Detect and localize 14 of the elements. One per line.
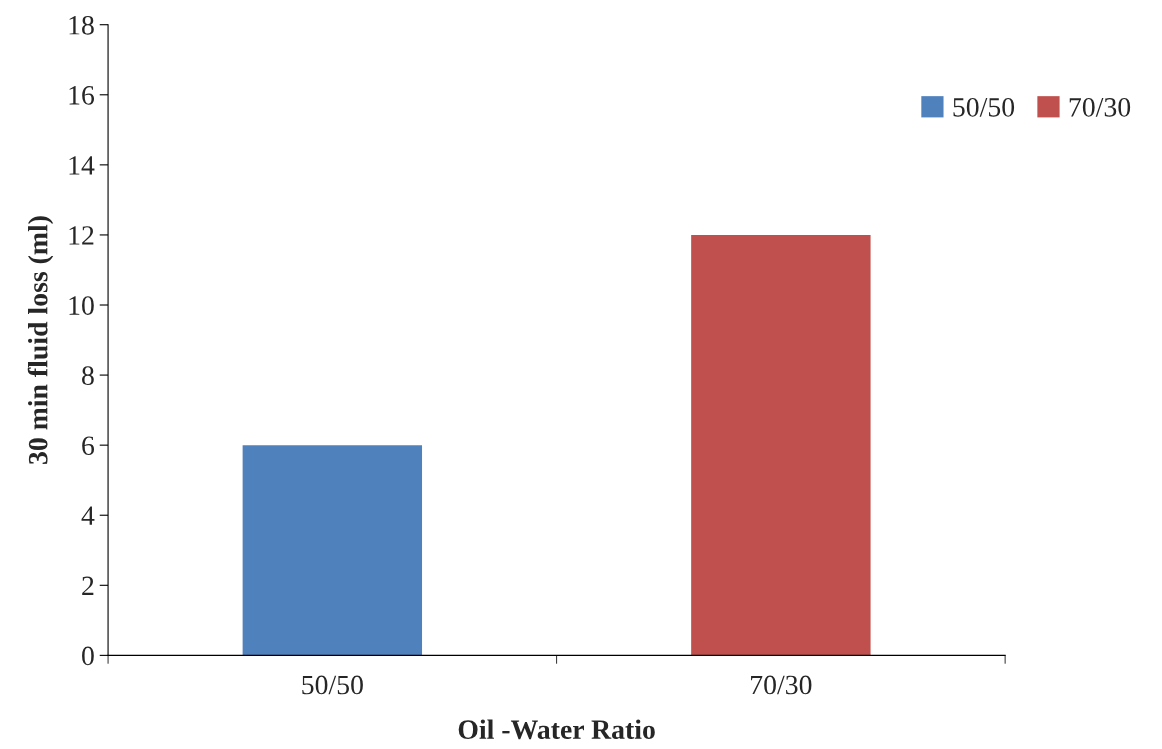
y-tick-label: 8 bbox=[82, 366, 94, 385]
y-tick-label: 12 bbox=[69, 226, 94, 245]
y-axis-title: 30 min fluid loss (ml) bbox=[27, 216, 54, 465]
y-tick-label: 0 bbox=[82, 646, 94, 666]
legend-label: 70/30 bbox=[1069, 97, 1131, 117]
y-tick-label: 10 bbox=[69, 296, 94, 315]
y-tick-label: 16 bbox=[69, 86, 95, 105]
y-tick-label: 4 bbox=[81, 506, 95, 525]
x-axis-title: Oil -Water Ratio bbox=[458, 719, 655, 740]
legend-label: 50/50 bbox=[953, 97, 1015, 117]
y-tick-label: 6 bbox=[82, 436, 95, 456]
y-tick-label: 18 bbox=[69, 15, 94, 35]
y-tick-label: 14 bbox=[69, 156, 95, 175]
y-tick-label: 2 bbox=[82, 576, 94, 595]
